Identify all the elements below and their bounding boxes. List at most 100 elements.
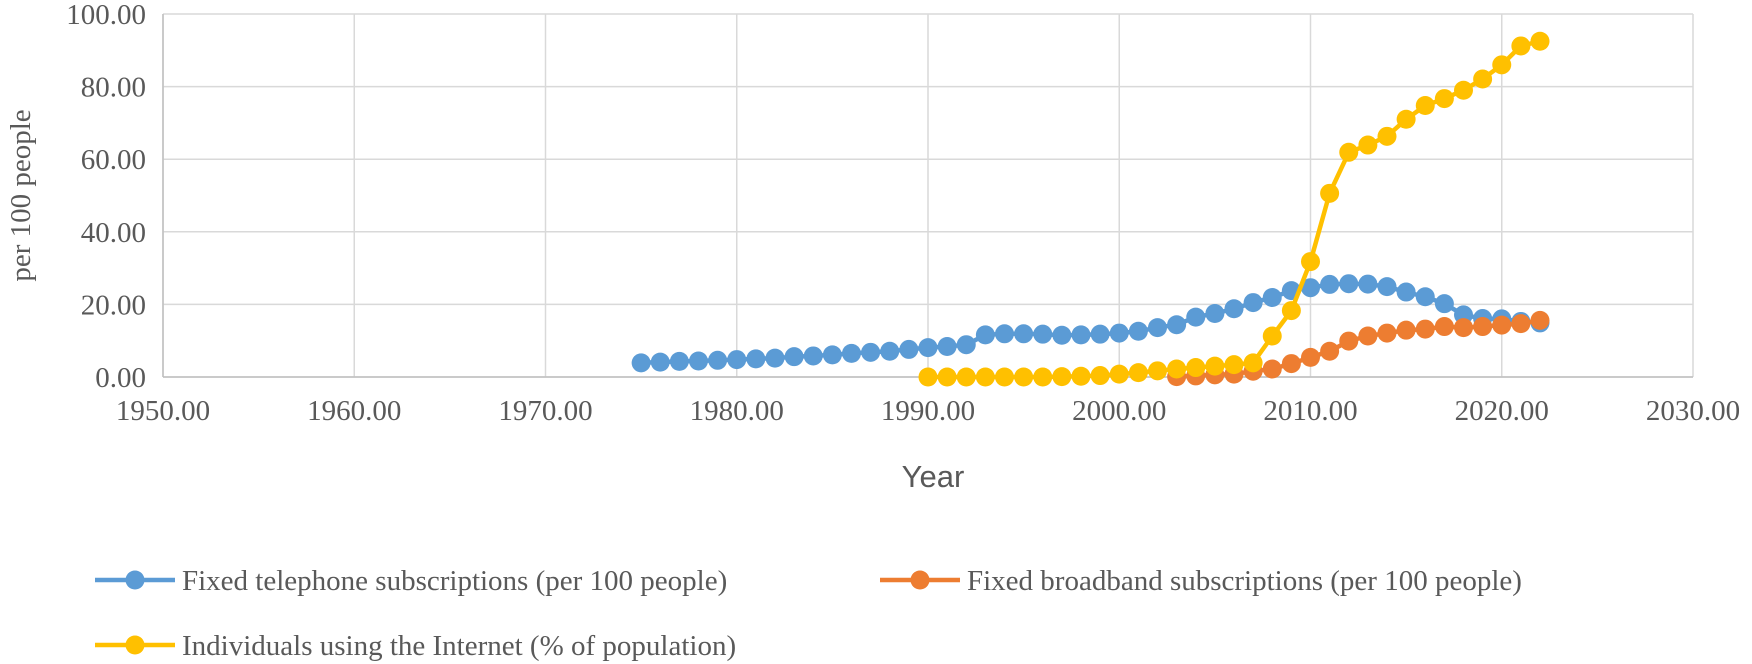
data-point: [765, 348, 785, 368]
x-tick-label: 1950.00: [116, 395, 210, 427]
data-point: [1301, 252, 1320, 272]
legend-label: Individuals using the Internet (% of pop…: [182, 630, 736, 662]
legend-item: Individuals using the Internet (% of pop…: [95, 630, 736, 662]
data-point: [1014, 324, 1034, 344]
legend-item: Fixed telephone subscriptions (per 100 p…: [95, 565, 727, 597]
data-point: [708, 350, 728, 370]
data-point: [1396, 109, 1416, 129]
data-point: [1358, 274, 1378, 294]
data-point: [1320, 341, 1340, 361]
data-point: [1243, 353, 1263, 373]
data-point: [1281, 301, 1301, 321]
legend-marker: [125, 570, 145, 590]
series-group: [631, 31, 1550, 387]
data-point: [1339, 142, 1359, 162]
data-point: [937, 367, 957, 387]
data-point: [975, 367, 995, 387]
data-point: [1339, 331, 1359, 351]
data-point: [1434, 294, 1454, 314]
x-tick-label: 2030.00: [1646, 395, 1740, 427]
data-point: [1511, 36, 1531, 56]
legend: Fixed telephone subscriptions (per 100 p…: [95, 565, 1522, 662]
data-point: [650, 352, 670, 372]
data-point: [1396, 282, 1416, 302]
data-point: [1033, 324, 1053, 344]
y-axis-title: per 100 people: [5, 109, 37, 281]
data-point: [1454, 80, 1473, 100]
data-point: [995, 324, 1014, 344]
axes: 1950.00 1960.00 1970.00 1980.00 1990.00 2000.…: [66, 0, 1740, 427]
data-point: [1014, 367, 1034, 387]
data-point: [1301, 347, 1320, 367]
legend-label: Fixed telephone subscriptions (per 100 p…: [182, 565, 727, 597]
data-point: [1415, 319, 1435, 339]
x-tick-label: 1970.00: [498, 395, 592, 427]
data-point: [1511, 314, 1531, 334]
data-point: [861, 342, 881, 362]
data-point: [1473, 317, 1493, 337]
data-point: [975, 325, 995, 345]
data-point: [880, 341, 900, 361]
series-2: [1167, 310, 1550, 387]
data-point: [1262, 326, 1282, 346]
data-point: [1358, 326, 1378, 346]
data-point: [803, 346, 823, 366]
data-point: [1434, 89, 1454, 109]
data-point: [1320, 274, 1340, 294]
data-point: [1377, 277, 1397, 297]
x-tick-label: 1990.00: [881, 395, 975, 427]
data-point: [1262, 288, 1282, 308]
data-point: [1454, 318, 1473, 338]
data-point: [1090, 324, 1110, 344]
data-point: [918, 367, 938, 387]
data-point: [1492, 315, 1512, 335]
y-tick-label: 40.00: [81, 217, 146, 249]
data-point: [1320, 183, 1340, 203]
y-tick-label: 0.00: [95, 362, 146, 394]
data-point: [1358, 135, 1378, 155]
data-point: [995, 367, 1014, 387]
data-point: [1377, 126, 1397, 146]
data-point: [1167, 359, 1187, 379]
data-point: [956, 335, 976, 355]
data-point: [1492, 55, 1512, 75]
axis-labels: Year per 100 people: [5, 109, 964, 494]
data-point: [1473, 69, 1493, 89]
data-point: [1186, 307, 1206, 327]
data-point: [1186, 358, 1206, 378]
data-point: [1090, 366, 1110, 386]
data-point: [1128, 363, 1148, 383]
data-point: [1052, 367, 1072, 387]
data-point: [822, 345, 842, 365]
x-tick-label: 2010.00: [1263, 395, 1357, 427]
data-point: [1530, 310, 1550, 330]
data-point: [1205, 303, 1225, 323]
legend-marker: [910, 570, 930, 590]
data-point: [727, 350, 747, 370]
data-point: [1224, 299, 1244, 319]
data-point: [1530, 31, 1550, 51]
data-point: [1167, 315, 1187, 335]
data-point: [1224, 355, 1244, 375]
data-point: [1033, 367, 1053, 387]
data-point: [1434, 317, 1454, 337]
data-point: [956, 367, 976, 387]
data-point: [1377, 323, 1397, 343]
series-3: [918, 31, 1550, 387]
data-point: [1148, 318, 1167, 338]
data-point: [1281, 354, 1301, 374]
data-point: [689, 351, 708, 371]
data-point: [1109, 364, 1129, 384]
data-point: [899, 339, 919, 359]
data-point: [1301, 278, 1320, 298]
y-tick-label: 100.00: [66, 0, 146, 31]
x-tick-label: 2000.00: [1072, 395, 1166, 427]
y-tick-label: 20.00: [81, 289, 146, 321]
data-point: [1071, 366, 1091, 386]
data-point: [1128, 321, 1148, 341]
x-tick-label: 1960.00: [307, 395, 401, 427]
data-point: [1415, 287, 1435, 307]
data-point: [937, 337, 957, 357]
